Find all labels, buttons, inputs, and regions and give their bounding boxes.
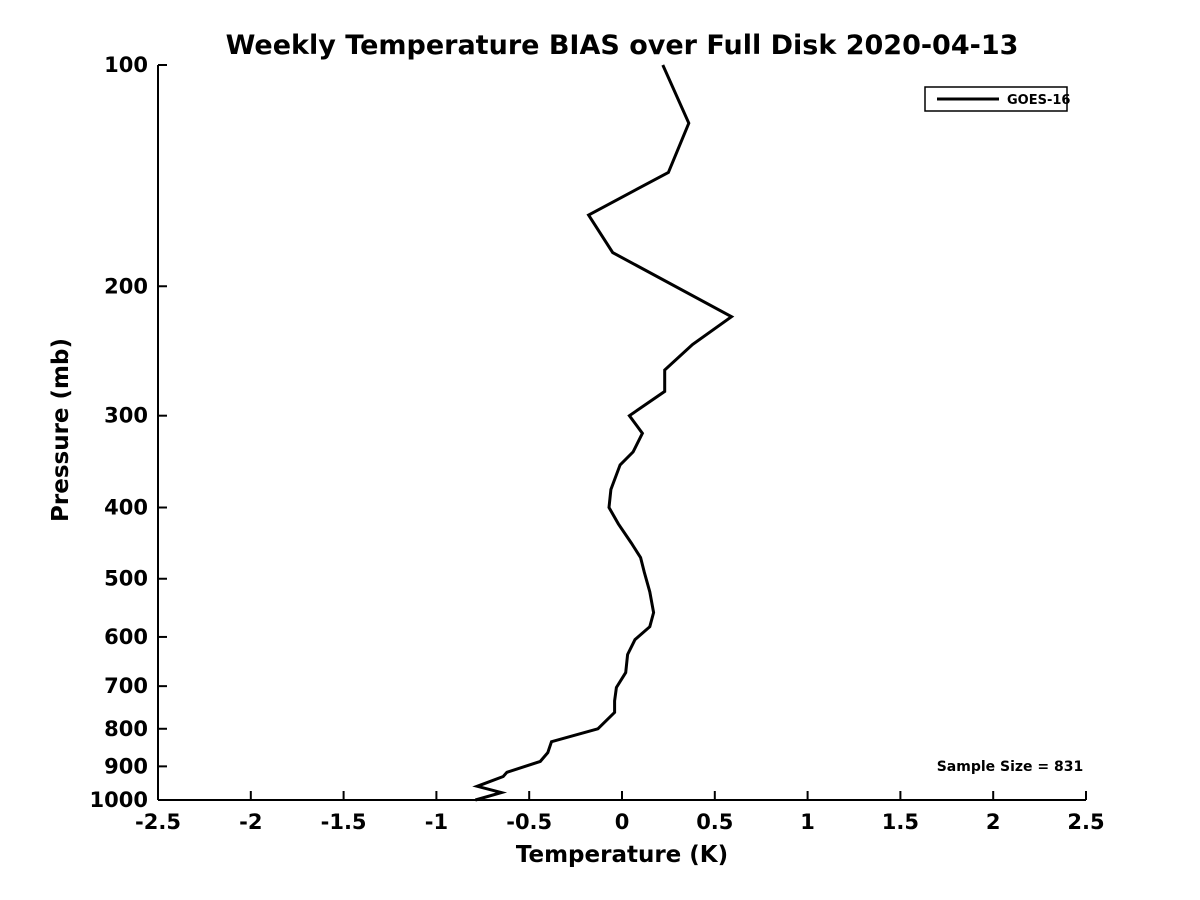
goes16-bias-line xyxy=(472,64,735,802)
y-axis-label: Pressure (mb) xyxy=(48,338,74,522)
x-axis-ticks: -2.5 -2 -1.5 -1 -0.5 0 0.5 1 1.5 2 2.5 xyxy=(135,791,1105,834)
x-tick-label: 2.5 xyxy=(1067,810,1104,834)
x-tick-label: -2.5 xyxy=(135,810,181,834)
x-tick-label: -1 xyxy=(425,810,448,834)
y-axis-ticks: 100 200 300 400 500 600 700 800 900 1000 xyxy=(90,53,167,812)
x-tick-label: -2 xyxy=(239,810,262,834)
x-tick-label: -1.5 xyxy=(321,810,367,834)
legend-label: GOES-16 xyxy=(1007,93,1070,108)
y-tick-label: 800 xyxy=(104,717,148,741)
x-tick-label: -0.5 xyxy=(506,810,552,834)
x-tick-label: 2 xyxy=(986,810,1001,834)
y-tick-label: 500 xyxy=(104,567,148,591)
x-tick-label: 1 xyxy=(800,810,815,834)
y-tick-label: 400 xyxy=(104,496,148,520)
y-tick-label: 1000 xyxy=(90,788,148,812)
x-axis-label: Temperature (K) xyxy=(516,842,728,868)
x-tick-label: 0 xyxy=(615,810,630,834)
y-tick-label: 200 xyxy=(104,274,148,298)
chart-title: Weekly Temperature BIAS over Full Disk 2… xyxy=(226,30,1019,61)
y-tick-label: 300 xyxy=(104,404,148,428)
y-tick-label: 100 xyxy=(104,53,148,77)
x-tick-label: 1.5 xyxy=(882,810,919,834)
y-tick-label: 600 xyxy=(104,625,148,649)
y-tick-label: 700 xyxy=(104,674,148,698)
sample-size-annotation: Sample Size = 831 xyxy=(937,759,1084,775)
legend: GOES-16 xyxy=(924,86,1070,112)
y-tick-label: 900 xyxy=(104,754,148,778)
x-tick-label: 0.5 xyxy=(696,810,733,834)
